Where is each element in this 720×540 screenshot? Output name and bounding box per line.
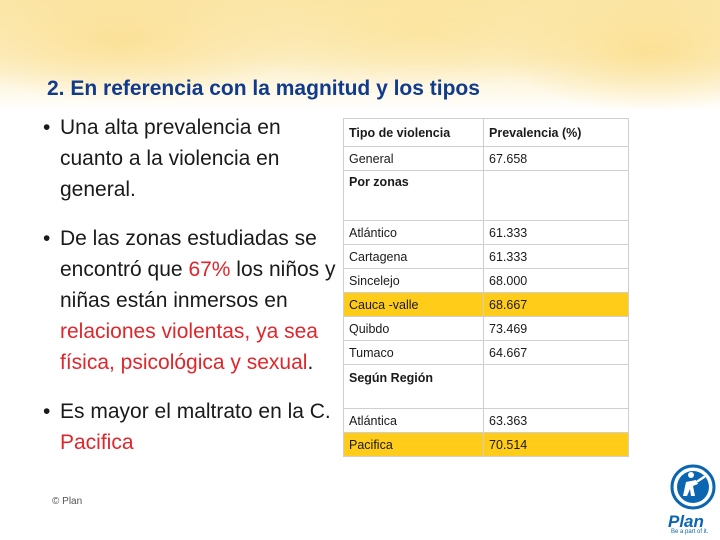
row-value: 73.469	[483, 316, 629, 341]
row-label: Cauca -valle	[343, 292, 484, 317]
row-label: General	[343, 146, 484, 171]
bullet-text: .	[307, 351, 314, 374]
section-empty-cell	[483, 170, 629, 221]
row-label: Tumaco	[343, 340, 484, 365]
row-value: 61.333	[483, 244, 629, 269]
bullet-zones: • De las zonas estudiadas se encontró qu…	[40, 223, 340, 378]
header-cell-prevalence: Prevalencia (%)	[483, 118, 629, 147]
bullet-text: Es mayor el maltrato en la C.	[60, 400, 331, 423]
header-cell-type: Tipo de violencia	[343, 118, 484, 147]
prevalence-table: Tipo de violencia Prevalencia (%) Genera…	[343, 118, 629, 457]
section-empty-cell	[483, 364, 629, 409]
table-row-highlighted: Cauca -valle 68.667	[343, 292, 629, 317]
bullet-list: • Una alta prevalencia en cuanto a la vi…	[40, 112, 340, 458]
table-row: Tumaco 64.667	[343, 340, 629, 365]
section-row-region: Según Región	[343, 364, 629, 409]
bullet-icon: •	[43, 116, 51, 139]
table-row: Sincelejo 68.000	[343, 268, 629, 293]
bullet-pacifica: • Es mayor el maltrato en la C. Pacifica	[40, 396, 340, 458]
section-label: Según Región	[343, 364, 484, 409]
table-row: Cartagena 61.333	[343, 244, 629, 269]
section-row-zonas: Por zonas	[343, 170, 629, 221]
highlight-region: Pacifica	[60, 431, 134, 454]
row-value: 67.658	[483, 146, 629, 171]
row-label: Cartagena	[343, 244, 484, 269]
plan-logo-text: Plan	[668, 512, 704, 531]
table-row: Atlántica 63.363	[343, 408, 629, 433]
row-value: 68.667	[483, 292, 629, 317]
bullet-prevalence: • Una alta prevalencia en cuanto a la vi…	[40, 112, 340, 205]
row-label: Atlántica	[343, 408, 484, 433]
row-label: Sincelejo	[343, 268, 484, 293]
row-label: Pacifica	[343, 432, 484, 457]
header-background	[0, 0, 720, 110]
row-value: 61.333	[483, 220, 629, 245]
slide-title: 2. En referencia con la magnitud y los t…	[47, 77, 480, 100]
bullet-icon: •	[43, 227, 51, 250]
highlight-violence-types: relaciones violentas, ya sea física, psi…	[60, 320, 318, 374]
section-label: Por zonas	[343, 170, 484, 221]
bullet-text: los niños y niñas están inmersos en	[60, 258, 336, 312]
plan-logo-icon	[670, 464, 716, 510]
highlight-percentage: 67%	[188, 258, 231, 281]
bullet-text: Una alta prevalencia en cuanto a la viol…	[60, 116, 281, 201]
plan-logo-tagline: Be a part of it.	[671, 529, 709, 535]
table-row-highlighted: Pacifica 70.514	[343, 432, 629, 457]
row-label: Quibdo	[343, 316, 484, 341]
bullet-text: De las zonas estudiadas se encontró que	[60, 227, 317, 281]
row-value: 64.667	[483, 340, 629, 365]
table-row-general: General 67.658	[343, 146, 629, 171]
copyright-text: © Plan	[52, 496, 83, 507]
row-value: 68.000	[483, 268, 629, 293]
row-value: 63.363	[483, 408, 629, 433]
table-row: Atlántico 61.333	[343, 220, 629, 245]
table-row: Quibdo 73.469	[343, 316, 629, 341]
row-value: 70.514	[483, 432, 629, 457]
bullet-icon: •	[43, 400, 51, 423]
row-label: Atlántico	[343, 220, 484, 245]
table-header-row: Tipo de violencia Prevalencia (%)	[343, 118, 629, 147]
